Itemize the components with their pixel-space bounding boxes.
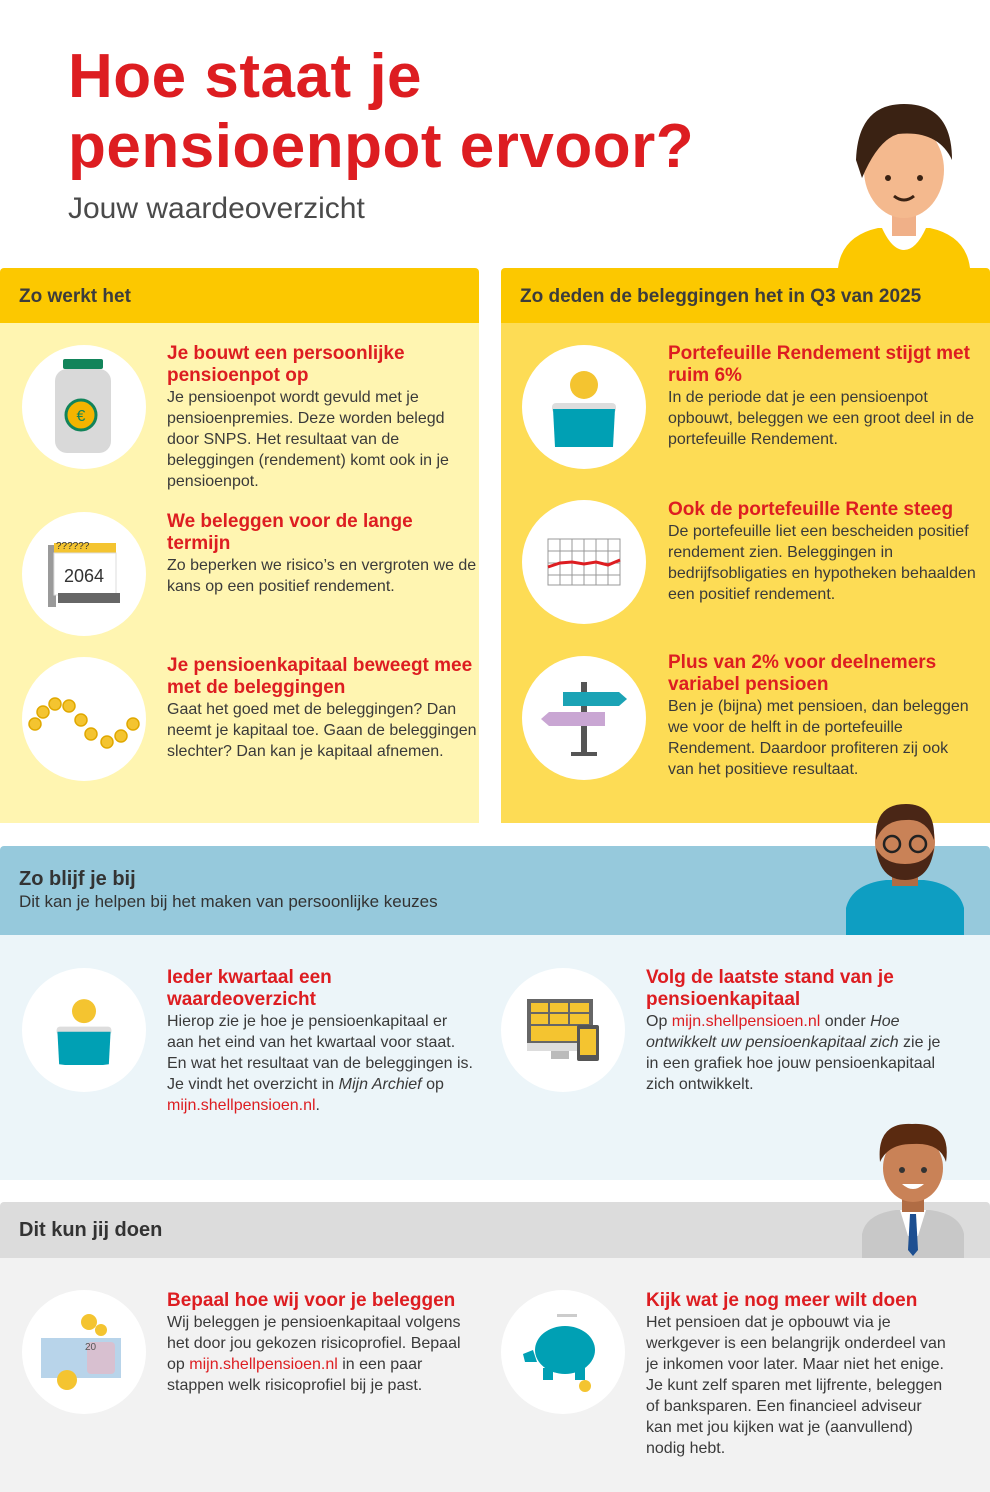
item-title: Je bouwt een persoonlijke pensioenpot op [167,343,405,386]
item-title: Ook de portefeuille Rente steeg [668,499,954,520]
page-title: Hoe staat je pensioenpot ervoor? [68,42,695,181]
menu-path-emphasis: Hoe ontwikkelt uw pensioenkapitaal zich [646,1013,900,1051]
list-item: Je bouwt een persoonlijke pensioenpot op… [167,343,477,492]
purse-icon [22,968,146,1092]
shellpensioen-link[interactable]: mijn.shellpensioen.nl [167,1097,316,1114]
panel-header-investments-q3: Zo deden de beleggingen het in Q3 van 20… [501,268,990,324]
item-body: Wij beleggen je pensioenkapitaal volgens… [167,1312,467,1396]
item-title: Kijk wat je nog meer wilt doen [646,1290,918,1311]
calendar-icon: ?????? 2064 [22,512,146,636]
list-item: Volg de laatste stand van je pensioenkap… [646,967,956,1095]
body-text: Wij beleggen je pensioenkapitaal volgens… [167,1314,461,1373]
item-body: Je pensioenpot wordt gevuld met je pensi… [167,389,449,490]
section-what-you-can-do [0,1258,990,1492]
banknote-coins-icon: 20 [22,1290,146,1414]
item-body: Op mijn.shellpensioen.nl onder Hoe ontwi… [646,1011,956,1095]
item-title: Ieder kwartaal een waardeoverzicht [167,967,332,1010]
body-text: in een paar stappen welk risicoprofiel b… [167,1356,423,1394]
page-subtitle: Jouw waardeoverzicht [68,192,365,225]
section-stay-informed [0,935,990,1180]
line-chart-icon [522,500,646,624]
svg-text:€: € [77,408,86,425]
shellpensioen-link[interactable]: mijn.shellpensioen.nl [189,1356,338,1373]
body-text: zie je in een grafiek hoe jouw pensioenk… [646,1034,941,1093]
list-item: Bepaal hoe wij voor je beleggen Wij bele… [167,1290,497,1396]
list-item: Je pensioenkapitaal beweegt mee met de b… [167,655,477,762]
item-title: Volg de laatste stand van je pensioenkap… [646,967,894,1010]
body-text: op [421,1076,444,1093]
item-body: Ben je (bijna) met pensioen, dan belegge… [668,698,969,778]
archive-emphasis: Mijn Archief [338,1076,422,1093]
body-text: Hierop zie je hoe je pensioenkapitaal er… [167,1013,473,1093]
section-subtitle: Dit kan je helpen bij het maken van pers… [19,892,438,911]
section-title: Zo blijf je bij [19,868,136,890]
item-body: Het pensioen dat je opbouwt via je werkg… [646,1314,946,1457]
panel-header-how-it-works: Zo werkt het [0,268,479,324]
shellpensioen-link[interactable]: mijn.shellpensioen.nl [671,1013,821,1030]
man-glasses-avatar-illustration [846,804,964,935]
svg-text:2064: 2064 [64,566,104,586]
item-title: Plus van 2% voor deelnemers variabel pen… [668,652,937,695]
piggy-bank-icon [501,1290,625,1414]
body-text: Op [646,1013,672,1030]
body-text: . [315,1097,320,1114]
svg-text:20: 20 [85,1342,97,1353]
list-item: We beleggen voor de lange termijn Zo bepe… [167,511,477,597]
item-body: De portefeuille liet een bescheiden posi… [668,523,976,603]
item-body: In de periode dat je een pensioenpot opb… [668,389,975,448]
coins-wave-icon [22,657,146,781]
body-text: onder [820,1013,871,1030]
purse-icon [522,345,646,469]
item-title: Je pensioenkapitaal beweegt mee met de b… [167,655,473,698]
list-item: Portefeuille Rendement stijgt met ruim 6… [668,343,978,450]
svg-text:??????: ?????? [56,541,90,552]
list-item: Plus van 2% voor deelnemers variabel pen… [668,652,978,780]
signpost-icon [522,656,646,780]
man-suit-avatar-illustration [862,1123,964,1258]
item-body: Hierop zie je hoe je pensioenkapitaal er… [167,1011,477,1116]
item-title: Portefeuille Rendement stijgt met ruim 6… [668,343,970,386]
item-body: Zo beperken we risico’s en vergroten we … [167,557,477,595]
item-title: Bepaal hoe wij voor je beleggen [167,1290,456,1311]
list-item: Ook de portefeuille Rente steeg De portef… [668,499,980,605]
item-title: We beleggen voor de lange termijn [167,511,413,554]
section-header-stay-informed: Zo blijf je bij Dit kan je helpen bij he… [0,846,990,935]
devices-icon [501,968,625,1092]
item-body: Gaat het goed met de beleggingen? Dan ne… [167,701,477,760]
section-header-what-you-can-do: Dit kun jij doen [0,1202,990,1258]
woman-avatar-illustration [838,104,970,268]
list-item: Ieder kwartaal een waardeoverzicht Hiero… [167,967,477,1116]
jar-with-euro-icon: € [22,345,146,469]
list-item: Kijk wat je nog meer wilt doen Het pensi… [646,1290,966,1459]
